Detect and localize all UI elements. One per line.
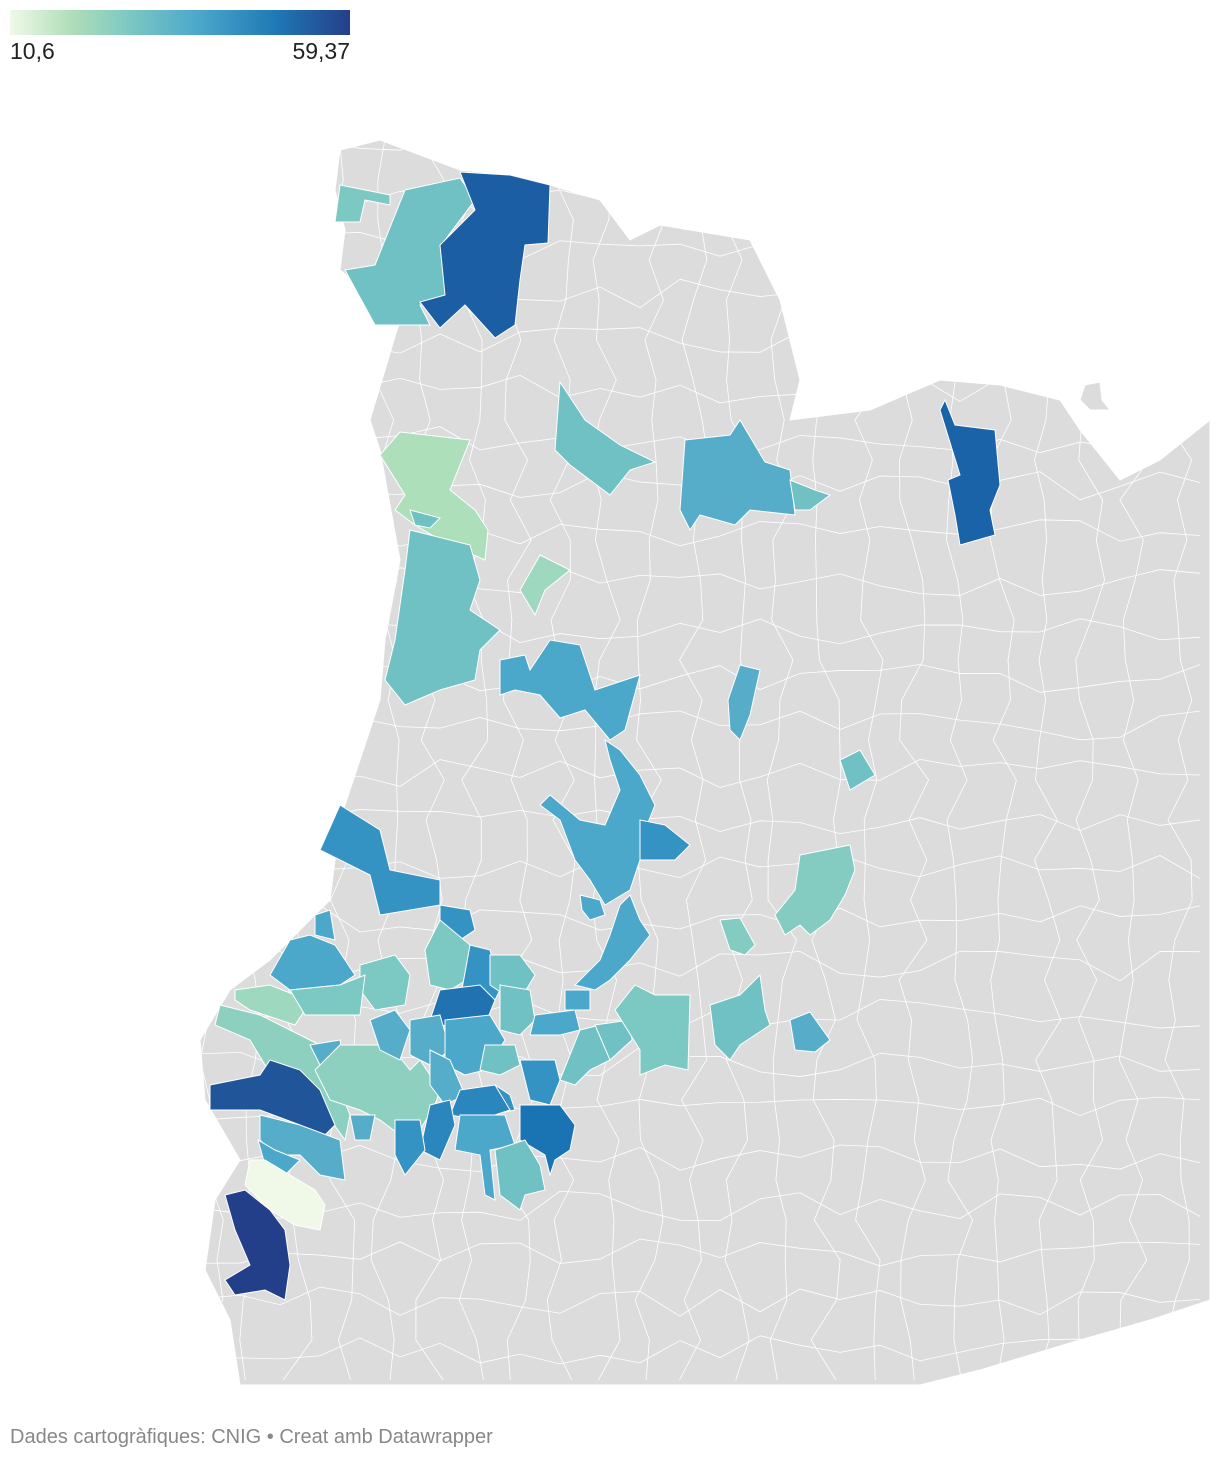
- municipality-region[interactable]: [409, 509, 441, 529]
- border-line: [546, 140, 576, 1381]
- municipality-region[interactable]: [789, 479, 832, 511]
- municipality-region[interactable]: [719, 917, 756, 956]
- map-island[interactable]: [1079, 381, 1112, 411]
- municipality-region[interactable]: [564, 989, 591, 1011]
- municipality-region[interactable]: [314, 909, 336, 941]
- municipality-region[interactable]: [774, 844, 856, 936]
- border-line: [200, 1286, 1201, 1317]
- border-line: [766, 140, 797, 1381]
- municipality-region[interactable]: [394, 1119, 426, 1176]
- legend-gradient-bar: [10, 10, 350, 35]
- map-base-land: [199, 139, 1211, 1386]
- footer-attribution: Dades cartogràfiques: CNIG • Creat amb D…: [10, 1426, 493, 1449]
- municipality-region[interactable]: [727, 664, 761, 741]
- municipality-region[interactable]: [554, 380, 657, 496]
- border-line: [634, 140, 665, 1381]
- municipality-region[interactable]: [594, 1019, 633, 1061]
- municipality-region[interactable]: [454, 1114, 516, 1201]
- border-line: [200, 1335, 1201, 1365]
- municipality-region[interactable]: [499, 639, 641, 741]
- choropleth-map: [199, 139, 1211, 1386]
- municipality-region[interactable]: [519, 554, 571, 617]
- border-line: [591, 140, 621, 1381]
- municipality-region[interactable]: [209, 1059, 336, 1141]
- municipality-region[interactable]: [519, 1059, 561, 1106]
- border-line: [200, 1238, 1201, 1267]
- legend-max-label: 59,37: [292, 38, 350, 64]
- municipality-region[interactable]: [574, 894, 651, 991]
- municipality-region[interactable]: [789, 1011, 831, 1053]
- colored-municipalities: [209, 171, 1001, 1301]
- border-line: [679, 140, 709, 1381]
- municipality-region[interactable]: [224, 1189, 291, 1301]
- municipality-region[interactable]: [499, 984, 536, 1036]
- border-line: [200, 1190, 1201, 1221]
- municipality-region[interactable]: [349, 1114, 376, 1141]
- border-line: [458, 140, 489, 1381]
- municipality-region[interactable]: [429, 1049, 466, 1106]
- municipality-region[interactable]: [539, 738, 656, 906]
- municipality-region[interactable]: [384, 529, 501, 706]
- municipality-region[interactable]: [334, 184, 391, 223]
- credit-link[interactable]: Creat amb Datawrapper: [279, 1426, 493, 1448]
- municipality-region[interactable]: [479, 1044, 521, 1076]
- municipality-region[interactable]: [419, 171, 551, 339]
- municipality-region[interactable]: [244, 1159, 326, 1231]
- municipality-region[interactable]: [679, 419, 796, 531]
- municipality-region[interactable]: [614, 984, 691, 1076]
- municipality-region[interactable]: [529, 1009, 581, 1036]
- municipality-region[interactable]: [639, 819, 691, 861]
- legend-min-label: 10,6: [10, 38, 55, 64]
- municipality-region[interactable]: [369, 1009, 411, 1061]
- municipality-region[interactable]: [379, 431, 489, 561]
- municipality-region[interactable]: [709, 973, 771, 1061]
- municipality-region[interactable]: [939, 398, 1001, 546]
- source-text: Dades cartogràfiques: CNIG: [10, 1426, 262, 1448]
- municipality-region[interactable]: [579, 894, 606, 921]
- municipality-region[interactable]: [234, 984, 306, 1026]
- municipality-region[interactable]: [289, 974, 366, 1016]
- border-line: [200, 905, 1201, 933]
- municipality-region[interactable]: [494, 1139, 546, 1211]
- separator: •: [261, 1426, 280, 1448]
- map-land-area[interactable]: [199, 139, 1211, 1386]
- color-legend: 10,6 59,37: [10, 10, 350, 65]
- municipality-region[interactable]: [839, 749, 876, 791]
